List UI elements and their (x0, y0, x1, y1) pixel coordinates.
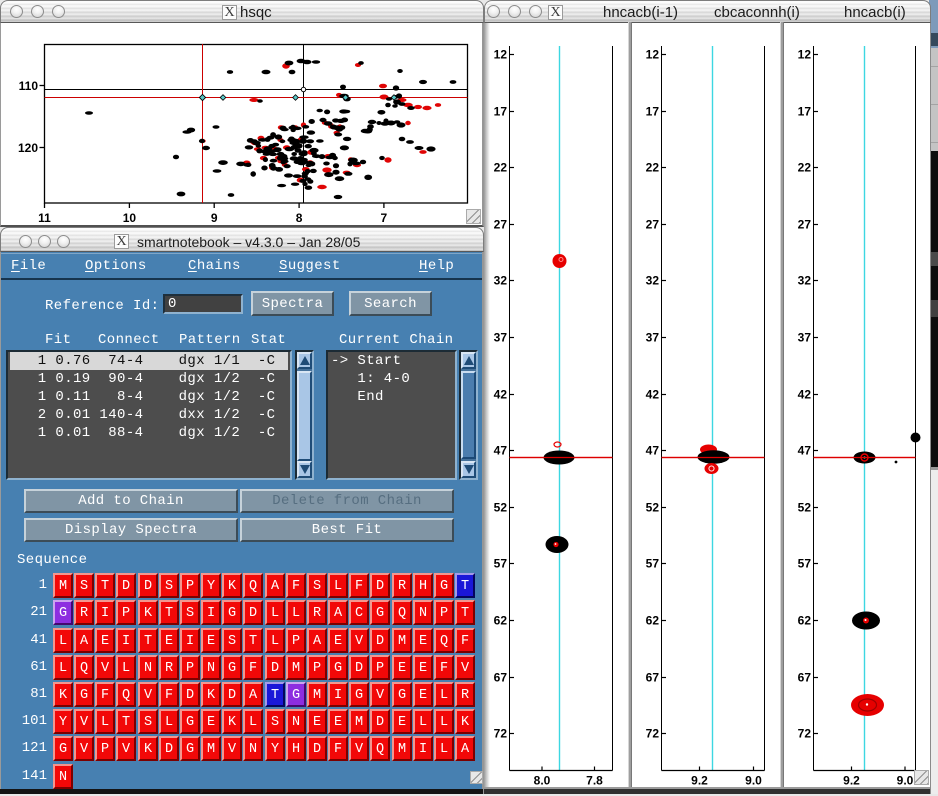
svg-text:12: 12 (798, 48, 812, 62)
svg-text:37: 37 (494, 331, 508, 345)
svg-text:120: 120 (18, 141, 38, 155)
svg-text:7.8: 7.8 (586, 774, 603, 788)
svg-text:52: 52 (494, 501, 508, 515)
svg-text:32: 32 (494, 274, 508, 288)
svg-text:9.0: 9.0 (745, 774, 762, 788)
svg-text:27: 27 (494, 218, 508, 232)
svg-text:9.2: 9.2 (843, 774, 860, 788)
svg-text:8: 8 (296, 211, 303, 225)
svg-text:57: 57 (646, 557, 660, 571)
svg-text:62: 62 (494, 614, 508, 628)
svg-text:37: 37 (646, 331, 660, 345)
svg-text:7: 7 (381, 211, 388, 225)
svg-text:22: 22 (646, 161, 660, 175)
svg-text:47: 47 (646, 444, 660, 458)
svg-text:62: 62 (646, 614, 660, 628)
svg-text:27: 27 (646, 218, 660, 232)
svg-text:67: 67 (494, 671, 508, 685)
svg-text:12: 12 (494, 48, 508, 62)
svg-text:22: 22 (494, 161, 508, 175)
svg-text:9.0: 9.0 (897, 774, 914, 788)
svg-text:9: 9 (211, 211, 218, 225)
svg-text:72: 72 (646, 727, 660, 741)
svg-text:42: 42 (798, 388, 812, 402)
svg-text:52: 52 (646, 501, 660, 515)
svg-text:47: 47 (494, 444, 508, 458)
svg-text:47: 47 (798, 444, 812, 458)
svg-text:72: 72 (798, 727, 812, 741)
svg-text:17: 17 (494, 105, 508, 119)
svg-text:32: 32 (646, 274, 660, 288)
svg-text:57: 57 (798, 557, 812, 571)
svg-text:37: 37 (798, 331, 812, 345)
svg-text:9.2: 9.2 (691, 774, 708, 788)
svg-text:110: 110 (19, 79, 39, 93)
svg-text:67: 67 (798, 671, 812, 685)
svg-text:42: 42 (494, 388, 508, 402)
svg-text:62: 62 (798, 614, 812, 628)
svg-text:52: 52 (798, 501, 812, 515)
svg-text:17: 17 (646, 105, 660, 119)
svg-text:8.0: 8.0 (534, 774, 551, 788)
svg-text:11: 11 (38, 211, 51, 225)
svg-text:27: 27 (798, 218, 812, 232)
svg-text:42: 42 (646, 388, 660, 402)
svg-text:10: 10 (123, 211, 137, 225)
svg-text:17: 17 (798, 105, 812, 119)
svg-text:67: 67 (646, 671, 660, 685)
svg-text:12: 12 (646, 48, 660, 62)
svg-text:72: 72 (494, 727, 508, 741)
svg-text:22: 22 (798, 161, 812, 175)
svg-text:32: 32 (798, 274, 812, 288)
svg-text:57: 57 (494, 557, 508, 571)
